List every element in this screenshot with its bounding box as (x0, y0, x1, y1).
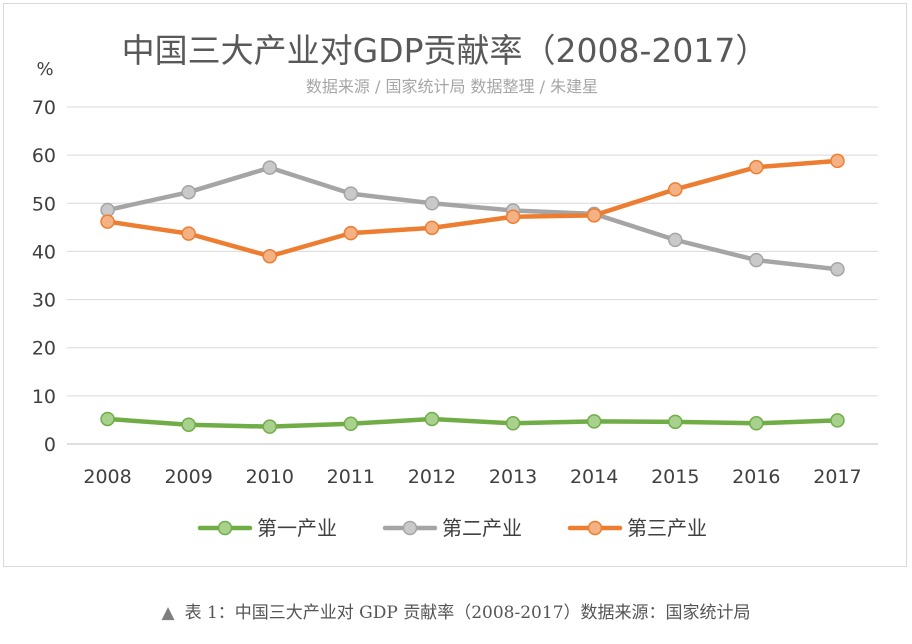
x-axis-ticks: 2008 2009 2010 2011 2012 2013 2014 2015 2016 2017 (83, 466, 861, 488)
gridlines (67, 106, 878, 445)
data-point[interactable] (505, 209, 521, 225)
y-tick-label: 60 (32, 145, 56, 167)
caption-text: 表 1：中国三大产业对 GDP 贡献率（2008-2017）数据来源：国家统计局 (184, 603, 751, 623)
legend-marker (587, 520, 603, 536)
x-tick-label: 2014 (570, 466, 618, 488)
y-tick-label: 0 (44, 434, 56, 456)
data-point[interactable] (586, 208, 602, 223)
y-axis-label: % (36, 59, 53, 80)
x-tick-label: 2017 (813, 466, 861, 488)
series-line (105, 158, 840, 259)
legend-marker (402, 520, 418, 536)
x-tick-label: 2013 (489, 466, 537, 488)
series-3 (100, 153, 845, 264)
chart-title: 中国三大产业对GDP贡献率（2008-2017） (122, 31, 769, 70)
x-tick-label: 2016 (732, 466, 780, 488)
legend-label: 第三产业 (627, 516, 707, 540)
legend-item-1[interactable]: 第一产业 (197, 516, 337, 540)
data-point[interactable] (343, 186, 359, 201)
data-point[interactable] (668, 232, 683, 248)
legend[interactable]: 第一产业 第二产业 第三产业 (197, 516, 707, 540)
data-point[interactable] (262, 160, 277, 175)
y-tick-label: 10 (32, 386, 56, 408)
y-tick-label: 20 (32, 338, 56, 360)
series-group (100, 153, 845, 434)
data-point[interactable] (343, 416, 359, 432)
y-tick-label: 40 (32, 241, 56, 263)
legend-marker (217, 520, 233, 536)
data-point[interactable] (424, 220, 440, 236)
data-point[interactable] (749, 416, 764, 431)
data-point[interactable] (343, 225, 359, 241)
series-2 (100, 160, 845, 277)
data-point[interactable] (586, 414, 602, 429)
y-tick-label: 30 (32, 290, 56, 312)
x-tick-label: 2009 (164, 466, 212, 488)
data-point[interactable] (830, 413, 845, 428)
line-chart: 中国三大产业对GDP贡献率（2008-2017） 数据来源 / 国家统计局 数据… (32, 31, 878, 540)
figure-caption: ▲ 表 1：中国三大产业对 GDP 贡献率（2008-2017）数据来源：国家统计… (0, 598, 912, 623)
data-point[interactable] (668, 182, 683, 197)
legend-item-2[interactable]: 第二产业 (382, 516, 522, 540)
legend-label: 第二产业 (442, 516, 522, 540)
x-tick-label: 2012 (408, 466, 456, 488)
data-point[interactable] (181, 226, 196, 241)
series-line (105, 416, 840, 429)
data-point[interactable] (505, 416, 521, 431)
data-point[interactable] (100, 411, 115, 427)
data-point[interactable] (181, 184, 196, 200)
series-line (105, 165, 840, 272)
chart-frame (3, 3, 907, 567)
x-tick-label: 2011 (327, 466, 375, 488)
data-point[interactable] (262, 419, 277, 434)
x-tick-label: 2015 (651, 466, 699, 488)
legend-item-3[interactable]: 第三产业 (567, 516, 707, 540)
x-tick-label: 2008 (83, 466, 131, 488)
chart-subtitle: 数据来源 / 国家统计局 数据整理 / 朱建星 (306, 77, 598, 96)
series-1 (100, 411, 845, 434)
data-point[interactable] (424, 196, 440, 211)
y-axis-ticks: 0 10 20 30 40 50 60 70 (32, 97, 56, 456)
data-point[interactable] (749, 159, 764, 175)
data-point[interactable] (830, 261, 845, 277)
y-tick-label: 70 (32, 97, 56, 119)
data-point[interactable] (181, 417, 196, 432)
data-point[interactable] (262, 248, 277, 264)
data-point[interactable] (668, 414, 683, 430)
data-point[interactable] (830, 153, 845, 169)
data-point[interactable] (749, 252, 764, 268)
caption-triangle-icon: ▲ (161, 603, 175, 623)
x-tick-label: 2010 (246, 466, 294, 488)
data-point[interactable] (424, 411, 440, 427)
data-point[interactable] (100, 214, 115, 229)
legend-label: 第一产业 (257, 516, 337, 540)
y-tick-label: 50 (32, 193, 56, 215)
